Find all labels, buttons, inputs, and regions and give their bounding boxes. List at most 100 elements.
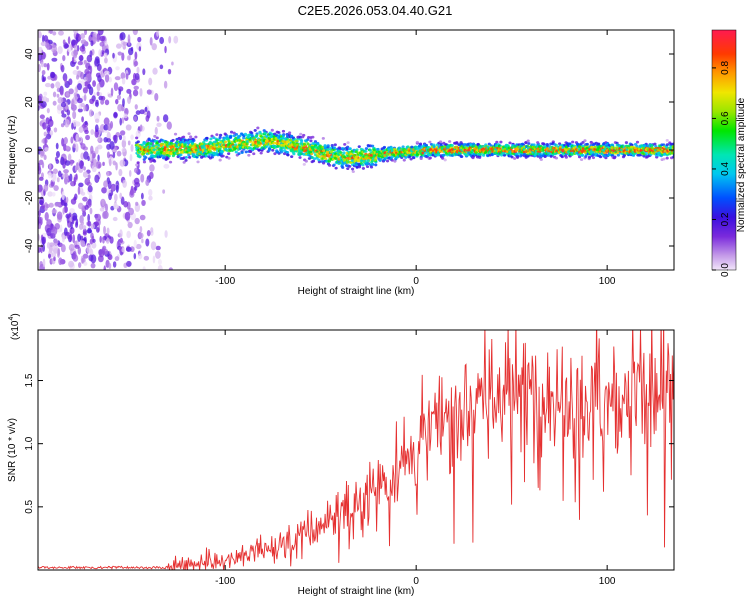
heatmap-cell bbox=[219, 140, 223, 144]
heatmap-cell bbox=[333, 143, 337, 147]
heatmap-cell bbox=[115, 99, 119, 105]
heatmap-cell bbox=[76, 65, 79, 70]
heatmap-cell bbox=[90, 129, 95, 135]
heatmap-cell bbox=[126, 55, 131, 61]
heatmap-cell bbox=[240, 151, 244, 154]
heatmap-cell bbox=[167, 154, 171, 158]
heatmap-cell bbox=[526, 139, 530, 143]
heatmap-cell bbox=[234, 150, 238, 154]
heatmap-cell bbox=[84, 120, 88, 125]
heatmap-cell bbox=[587, 155, 592, 159]
heatmap-cell bbox=[103, 225, 106, 235]
heatmap-cell bbox=[63, 177, 68, 185]
heatmap-cell bbox=[122, 135, 126, 142]
heatmap-cell bbox=[329, 150, 333, 154]
heatmap-cell bbox=[441, 156, 445, 160]
heatmap-cell bbox=[77, 246, 82, 255]
heatmap-cell bbox=[577, 145, 582, 148]
heatmap-cell bbox=[126, 260, 132, 267]
heatmap-cell bbox=[204, 154, 208, 158]
heatmap-cell bbox=[109, 236, 114, 244]
heatmap-cell bbox=[146, 89, 152, 95]
heatmap-cell bbox=[227, 139, 231, 143]
heatmap-cell bbox=[348, 147, 352, 151]
y-tick-label: 1.0 bbox=[24, 436, 35, 450]
heatmap-cell bbox=[127, 221, 133, 229]
heatmap-cell bbox=[118, 86, 124, 92]
colorbar-ticks: 0.0 0.2 0.4 0.6 0.8 bbox=[712, 61, 731, 277]
heatmap-cell bbox=[134, 186, 138, 191]
heatmap-cell bbox=[128, 47, 134, 56]
heatmap-cell bbox=[90, 262, 96, 269]
heatmap-cell bbox=[80, 39, 87, 45]
svg-text:(x104): (x104) bbox=[8, 313, 21, 340]
heatmap-cell bbox=[465, 146, 469, 150]
heatmap-cell bbox=[515, 156, 520, 159]
heatmap-cell bbox=[84, 177, 91, 186]
heatmap-cell bbox=[515, 147, 519, 151]
heatmap-cell bbox=[113, 202, 118, 210]
heatmap-cell bbox=[495, 140, 499, 144]
heatmap-cell bbox=[419, 157, 423, 160]
heatmap-cell bbox=[140, 192, 144, 200]
heatmap-cell bbox=[168, 160, 173, 164]
heatmap-cell bbox=[478, 152, 482, 156]
heatmap-cell bbox=[233, 143, 238, 146]
heatmap-cell bbox=[102, 161, 105, 166]
heatmap-cell bbox=[44, 136, 47, 146]
heatmap-cell bbox=[95, 213, 102, 222]
heatmap-cell bbox=[140, 173, 145, 183]
colorbar-tick-label: 0.4 bbox=[720, 162, 731, 176]
heatmap-cell bbox=[670, 151, 674, 155]
heatmap-cell bbox=[72, 234, 76, 243]
heatmap-cell bbox=[78, 126, 84, 133]
colorbar-tick-label: 0.8 bbox=[720, 61, 731, 75]
heatmap-cell bbox=[51, 44, 58, 54]
snr-ylabel: SNR (10 * v/v) bbox=[7, 418, 18, 482]
heatmap-cell bbox=[635, 144, 639, 148]
heatmap-cell bbox=[112, 216, 118, 222]
heatmap-cell bbox=[124, 211, 131, 221]
heatmap-cell bbox=[145, 238, 150, 247]
heatmap-cell bbox=[265, 139, 269, 143]
heatmap-cell bbox=[247, 146, 252, 150]
heatmap-cell bbox=[77, 185, 81, 195]
heatmap-cell bbox=[499, 153, 504, 157]
heatmap-cell bbox=[70, 99, 75, 109]
heatmap-cell bbox=[507, 146, 511, 150]
heatmap-cell bbox=[234, 137, 238, 140]
heatmap-cell bbox=[361, 167, 366, 170]
y-tick-label: 40 bbox=[24, 48, 35, 60]
heatmap-cell bbox=[373, 158, 377, 162]
heatmap-cell bbox=[245, 142, 249, 146]
heatmap-cell bbox=[352, 153, 357, 157]
heatmap-cell bbox=[62, 207, 65, 215]
heatmap-cell bbox=[134, 181, 141, 188]
heatmap-cell bbox=[142, 266, 146, 270]
heatmap-cell bbox=[60, 102, 67, 108]
heatmap-cell bbox=[121, 117, 125, 124]
heatmap-cell bbox=[164, 230, 168, 238]
heatmap-cell bbox=[173, 132, 178, 136]
heatmap-cell bbox=[52, 245, 59, 255]
heatmap-cell bbox=[84, 30, 88, 36]
heatmap-cell bbox=[182, 135, 186, 139]
heatmap-cell bbox=[429, 148, 433, 151]
heatmap-cell bbox=[637, 151, 641, 155]
heatmap-cell bbox=[82, 253, 89, 259]
heatmap-cell bbox=[385, 159, 390, 163]
heatmap-cell bbox=[96, 35, 101, 42]
heatmap-cell bbox=[345, 147, 349, 151]
heatmap-cell bbox=[80, 221, 85, 226]
heatmap-cell bbox=[244, 150, 248, 154]
heatmap-cell bbox=[89, 65, 93, 75]
heatmap-cell bbox=[142, 160, 147, 164]
heatmap-cell bbox=[45, 117, 50, 125]
heatmap-cell bbox=[643, 144, 647, 147]
heatmap-cell bbox=[118, 134, 123, 141]
heatmap-cell bbox=[39, 200, 44, 206]
heatmap-cell bbox=[536, 141, 540, 144]
heatmap-cell bbox=[80, 191, 86, 196]
heatmap-cell bbox=[74, 244, 80, 249]
y-tick-label: 20 bbox=[24, 96, 35, 108]
